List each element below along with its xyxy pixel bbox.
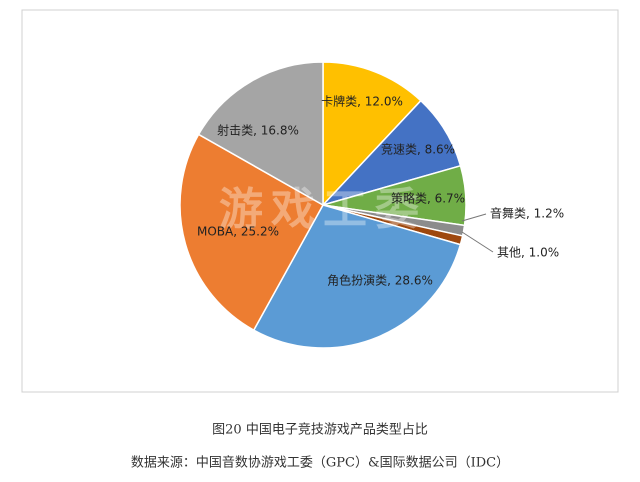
data-label: MOBA, 25.2% — [197, 225, 279, 239]
pie-slice — [197, 61, 324, 207]
leader-line — [461, 231, 494, 253]
pie: 游戏工委 — [179, 61, 467, 349]
data-label: 竞速类, 8.6% — [381, 143, 455, 157]
data-label: 角色扮演类, 28.6% — [327, 273, 433, 288]
data-label: 音舞类, 1.2% — [490, 206, 564, 221]
source: 数据来源：中国音数协游戏工委（GPC）&国际数据公司（IDC） — [131, 455, 509, 471]
leader-line — [461, 213, 487, 222]
data-label: 卡牌类, 12.0% — [321, 95, 403, 109]
data-label: 射击类, 16.8% — [217, 123, 299, 138]
pie-slice — [322, 61, 422, 207]
data-label: 策略类, 6.7% — [391, 191, 465, 206]
caption: 图20 中国电子竞技游戏产品类型占比 — [212, 422, 428, 438]
data-label: 其他, 1.0% — [497, 246, 559, 260]
pie-slice — [252, 204, 462, 349]
watermark: 游戏工委 — [219, 184, 427, 235]
pie-slice — [179, 133, 325, 332]
